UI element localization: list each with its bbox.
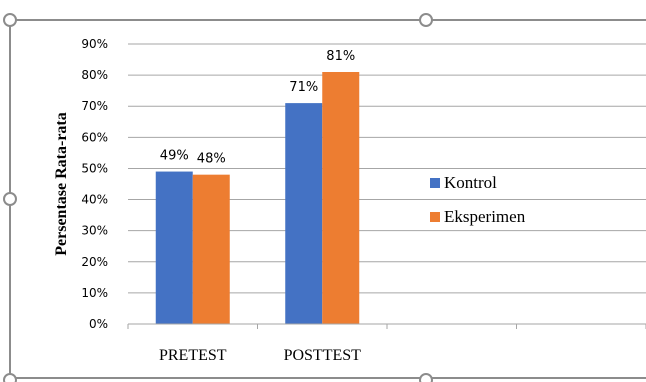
legend: Kontrol Eksperimen <box>430 173 526 226</box>
bar-eksperimen <box>192 174 230 324</box>
x-axis: PRETEST POSTTEST <box>127 323 646 364</box>
resize-handle-bottom-left[interactable] <box>3 373 17 382</box>
legend-label-eksperimen: Eksperimen <box>444 207 526 226</box>
y-tick-label: 50% <box>81 161 108 175</box>
y-axis-label: Persentase Rata-rata <box>53 112 70 256</box>
resize-handle-top-middle[interactable] <box>419 13 433 27</box>
bar-kontrol <box>285 103 323 324</box>
legend-label-kontrol: Kontrol <box>444 173 497 192</box>
y-tick-label: 0% <box>89 317 108 331</box>
bars <box>155 72 360 324</box>
x-tick-label: PRETEST <box>159 347 227 364</box>
y-tick-label: 40% <box>81 193 108 207</box>
bar-kontrol <box>155 171 193 324</box>
x-tick-label: POSTTEST <box>284 347 362 364</box>
y-tick-label: 60% <box>81 130 108 144</box>
resize-handle-bottom-middle[interactable] <box>419 373 433 382</box>
legend-swatch-eksperimen <box>430 212 440 222</box>
data-label: 49% <box>160 149 189 164</box>
selection-frame <box>3 13 646 382</box>
y-tick-label: 10% <box>81 286 108 300</box>
y-tick-label: 30% <box>81 224 108 238</box>
data-label: 71% <box>289 80 318 95</box>
y-tick-label: 90% <box>81 37 108 51</box>
data-label: 48% <box>197 152 226 167</box>
y-axis-ticks: 0% 10% 20% 30% 40% 50% 60% 70% 80% 90% <box>81 37 108 331</box>
data-label: 81% <box>326 49 355 64</box>
y-tick-label: 20% <box>81 255 108 269</box>
bar-eksperimen <box>322 72 360 324</box>
resize-handle-middle-left[interactable] <box>3 192 17 206</box>
y-tick-label: 80% <box>81 68 108 82</box>
legend-swatch-kontrol <box>430 178 440 188</box>
resize-handle-top-left[interactable] <box>3 13 17 27</box>
y-tick-label: 70% <box>81 99 108 113</box>
data-labels: 49% 71% 48% 81% <box>160 49 355 167</box>
